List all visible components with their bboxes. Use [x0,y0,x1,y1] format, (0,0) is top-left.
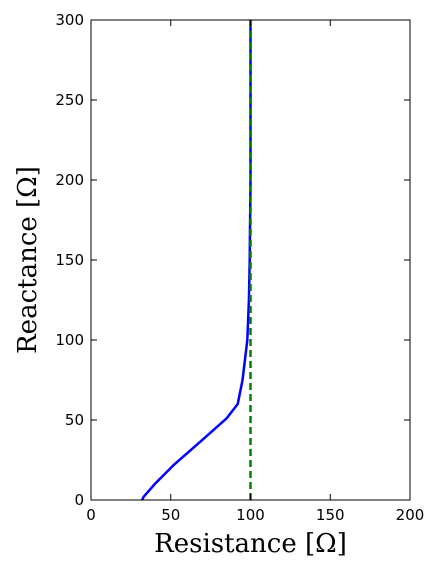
y-tick-label: 150 [55,251,84,269]
x-tick-label: 0 [86,506,96,524]
x-tick-label: 100 [236,506,265,524]
y-axis-label: Reactance [Ω] [13,166,43,354]
y-tick-label: 0 [74,491,84,509]
series-layer [140,20,252,501]
y-tick-label: 50 [65,411,84,429]
x-tick-label: 200 [396,506,425,524]
x-axis-label: Resistance [Ω] [154,529,347,559]
x-tick-label: 150 [316,506,345,524]
series-line-1 [140,20,252,501]
y-tick-label: 250 [55,91,84,109]
y-tick-label: 100 [55,331,84,349]
x-tick-label: 50 [161,506,180,524]
tick-layer: 0 50 100 150 200 0 50 100 150 200 250 300 [55,11,424,524]
y-tick-label: 200 [55,171,84,189]
y-tick-label: 300 [55,11,84,29]
